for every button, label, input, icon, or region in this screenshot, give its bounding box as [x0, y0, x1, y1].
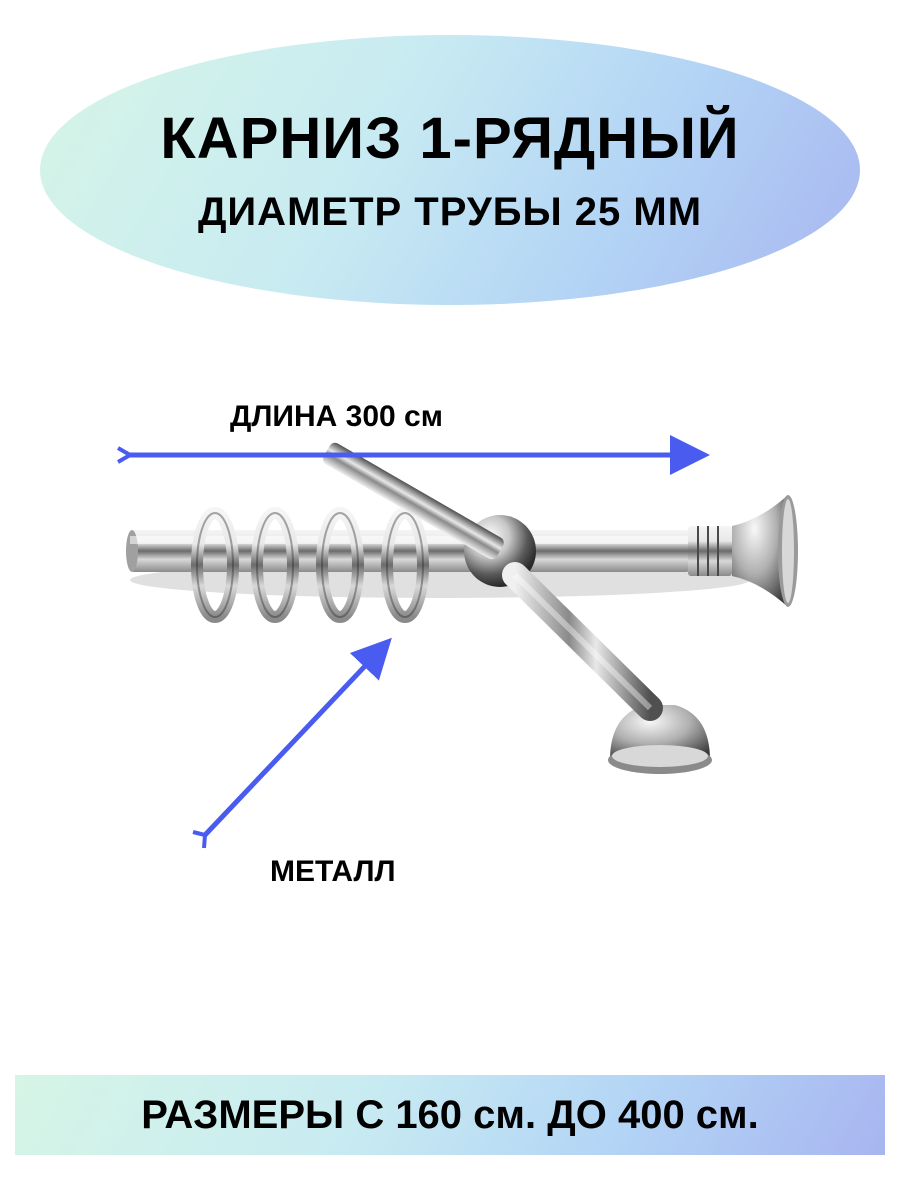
header-ellipse: КАРНИЗ 1-РЯДНЫЙ ДИАМЕТР ТРУБЫ 25 ММ: [40, 35, 860, 305]
title-line2: ДИАМЕТР ТРУБЫ 25 ММ: [198, 190, 702, 235]
finial: [688, 495, 798, 607]
diagram-svg: [0, 380, 900, 940]
title-line1: КАРНИЗ 1-РЯДНЫЙ: [160, 105, 739, 172]
footer-text: РАЗМЕРЫ С 160 см. ДО 400 см.: [141, 1093, 759, 1138]
footer-band: РАЗМЕРЫ С 160 см. ДО 400 см.: [15, 1075, 885, 1155]
product-diagram: ДЛИНА 300 см МЕТАЛЛ: [0, 380, 900, 940]
material-arrow: [205, 645, 385, 835]
